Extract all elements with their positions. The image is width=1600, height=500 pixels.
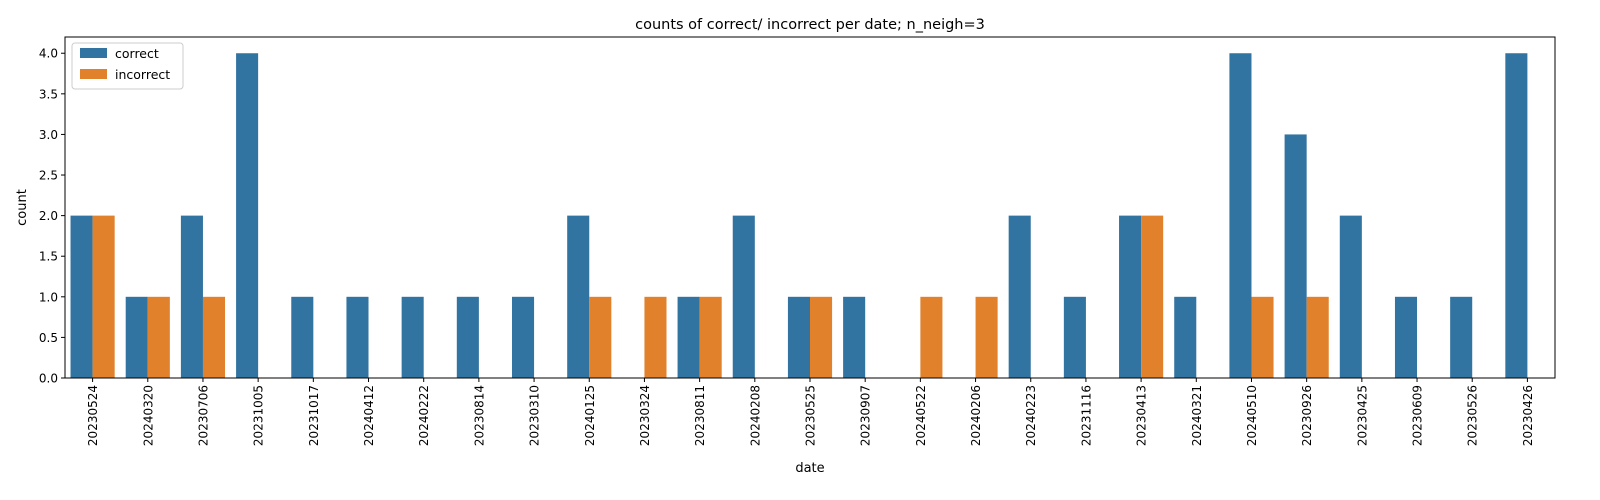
x-tick-label-20240412: 20240412 xyxy=(362,385,376,446)
x-tick-label-20240510: 20240510 xyxy=(1245,385,1259,446)
x-tick-label-20240208: 20240208 xyxy=(748,385,762,446)
x-tick-label-20240223: 20240223 xyxy=(1024,385,1038,446)
bar-correct-20240510 xyxy=(1229,53,1252,379)
bar-incorrect-20240125 xyxy=(589,296,612,378)
bar-correct-20230413 xyxy=(1119,215,1142,378)
bar-correct-20240208 xyxy=(732,215,755,378)
bar-correct-20230907 xyxy=(843,296,866,378)
plot-frame xyxy=(64,36,1556,379)
x-tick-label-20231116: 20231116 xyxy=(1079,385,1093,446)
legend-label-correct: correct xyxy=(115,46,159,61)
bar-incorrect-20230811 xyxy=(699,296,722,378)
bar-correct-20230526 xyxy=(1450,296,1473,378)
x-tick-label-20231005: 20231005 xyxy=(252,385,266,446)
bar-incorrect-20240206 xyxy=(975,296,998,378)
x-tick-label-20240320: 20240320 xyxy=(141,385,155,446)
y-axis: 0.0 0.5 1.0 1.5 2.0 2.5 3.0 3.5 4.0 xyxy=(39,47,65,386)
y-tick-label: 4.0 xyxy=(39,47,58,61)
y-tick-label: 3.5 xyxy=(39,87,58,101)
y-tick-label: 3.0 xyxy=(39,128,58,142)
bars-layer xyxy=(70,53,1528,379)
x-tick-label-20230524: 20230524 xyxy=(86,385,100,446)
bar-incorrect-20240522 xyxy=(920,296,943,378)
bar-correct-20230926 xyxy=(1284,134,1307,378)
bar-correct-20230524 xyxy=(70,215,93,378)
x-tick-label-20230425: 20230425 xyxy=(1355,385,1369,446)
y-tick-label: 0.5 xyxy=(39,331,58,345)
x-tick-label-20240321: 20240321 xyxy=(1190,385,1204,446)
x-tick-label-20230526: 20230526 xyxy=(1466,385,1480,446)
bar-incorrect-20230413 xyxy=(1141,215,1164,378)
bar-incorrect-20240320 xyxy=(147,296,170,378)
legend: correct incorrect xyxy=(71,42,184,90)
y-tick-label: 0.0 xyxy=(39,372,58,386)
legend-label-incorrect: incorrect xyxy=(115,67,170,82)
x-tick-label-20230525: 20230525 xyxy=(804,385,818,446)
x-tick-label-20240125: 20240125 xyxy=(583,385,597,446)
x-tick-label-20231017: 20231017 xyxy=(307,385,321,446)
x-tick-label-20240522: 20240522 xyxy=(914,385,928,446)
x-tick-label-20230609: 20230609 xyxy=(1411,385,1425,446)
x-tick-label-20230413: 20230413 xyxy=(1135,385,1149,446)
x-tick-label-20230324: 20230324 xyxy=(638,385,652,446)
y-tick-label: 2.0 xyxy=(39,209,58,223)
bar-correct-20230706 xyxy=(180,215,203,378)
x-tick-label-20230926: 20230926 xyxy=(1300,385,1314,446)
y-tick-label: 2.5 xyxy=(39,169,58,183)
bar-correct-20231005 xyxy=(236,53,259,379)
bar-correct-20240321 xyxy=(1174,296,1197,378)
bar-incorrect-20240510 xyxy=(1251,296,1274,378)
bar-correct-20240223 xyxy=(1008,215,1031,378)
bar-correct-20230814 xyxy=(456,296,479,378)
x-tick-label-20230811: 20230811 xyxy=(693,385,707,446)
legend-swatch-correct xyxy=(80,48,107,58)
bar-incorrect-20230324 xyxy=(644,296,667,378)
bar-correct-20240222 xyxy=(401,296,424,378)
x-axis-label: date xyxy=(795,461,824,476)
bar-correct-20240320 xyxy=(125,296,148,378)
x-tick-label-20230706: 20230706 xyxy=(196,385,210,446)
bar-correct-20240125 xyxy=(567,215,590,378)
bar-incorrect-20230525 xyxy=(810,296,833,378)
bar-correct-20230310 xyxy=(512,296,535,378)
x-tick-label-20230426: 20230426 xyxy=(1521,385,1535,446)
bar-correct-20231017 xyxy=(291,296,314,378)
y-tick-label: 1.5 xyxy=(39,250,58,264)
bar-correct-20240412 xyxy=(346,296,369,378)
y-tick-label: 1.0 xyxy=(39,290,58,304)
x-tick-label-20230310: 20230310 xyxy=(528,385,542,446)
bar-incorrect-20230706 xyxy=(202,296,226,378)
x-tick-label-20230907: 20230907 xyxy=(859,385,873,446)
legend-swatch-incorrect xyxy=(80,69,107,79)
bar-incorrect-20230524 xyxy=(92,215,115,378)
bar-correct-20230609 xyxy=(1394,296,1418,378)
bar-correct-20230525 xyxy=(787,296,810,378)
bar-correct-20230426 xyxy=(1505,53,1528,379)
bar-incorrect-20230926 xyxy=(1306,296,1329,378)
bar-correct-20230811 xyxy=(677,296,700,378)
x-tick-label-20240206: 20240206 xyxy=(969,385,983,446)
x-axis: 20230524 20240320 20230706 20231005 20231017… xyxy=(86,378,1535,446)
x-tick-label-20240222: 20240222 xyxy=(417,385,431,446)
bar-correct-20231116 xyxy=(1063,296,1086,378)
y-axis-label: count xyxy=(15,189,30,226)
bar-correct-20230425 xyxy=(1339,215,1362,378)
chart-title: counts of correct/ incorrect per date; n… xyxy=(635,17,985,33)
x-tick-label-20230814: 20230814 xyxy=(472,385,486,446)
